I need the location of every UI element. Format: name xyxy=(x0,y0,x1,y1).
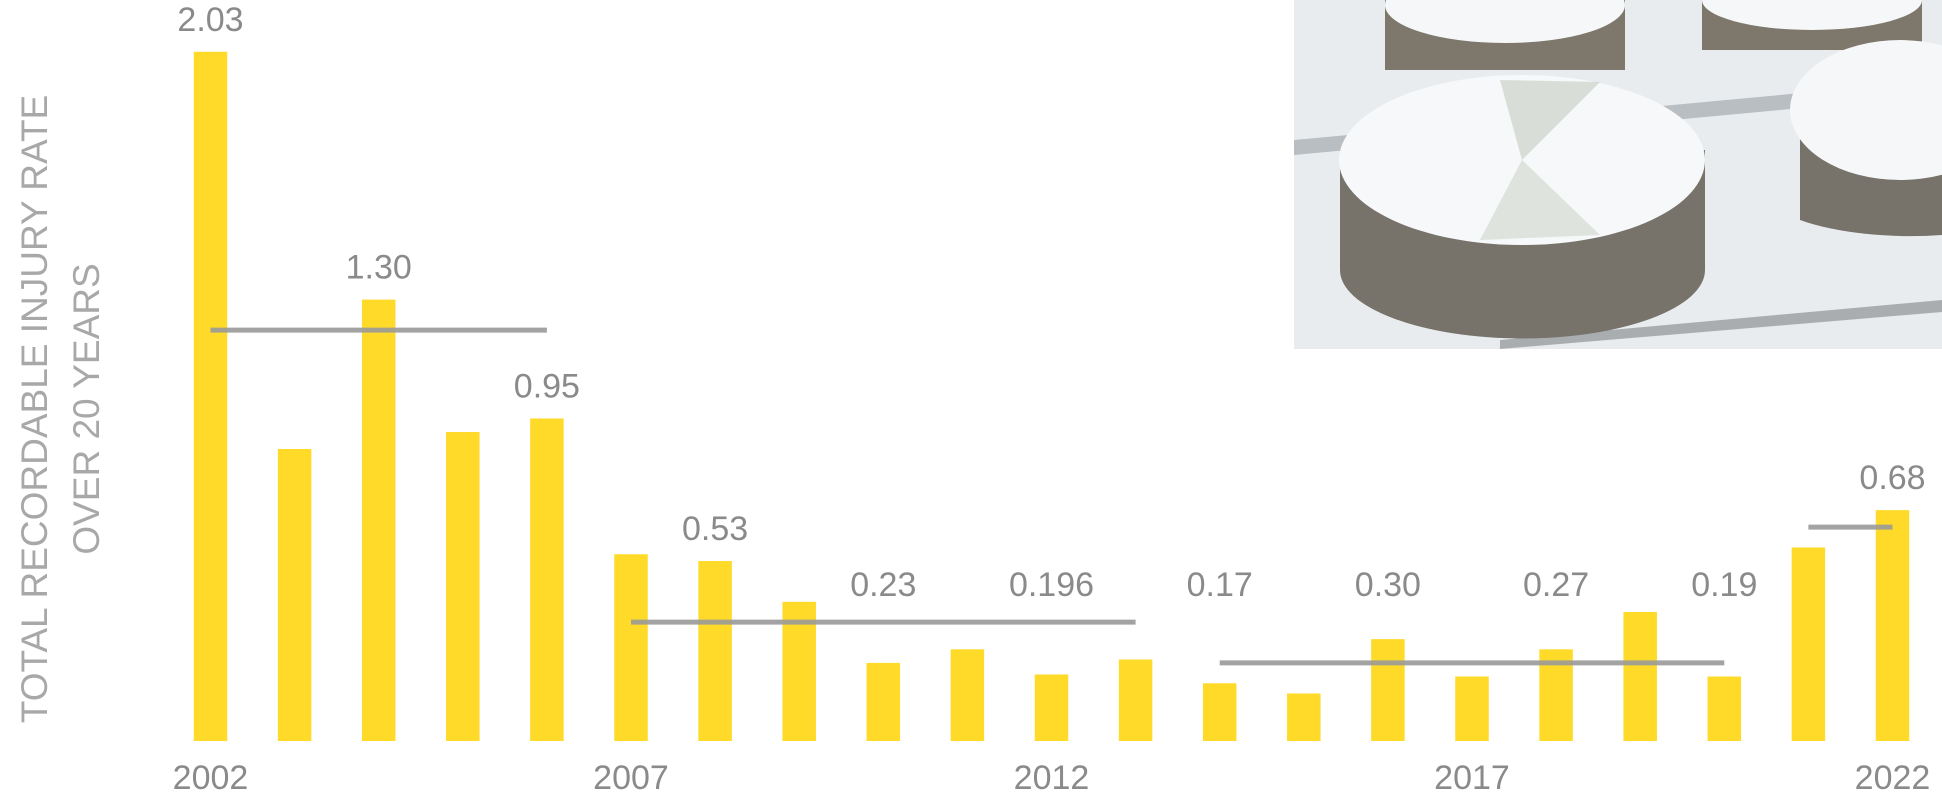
bar xyxy=(530,418,564,741)
value-label: 0.95 xyxy=(514,367,580,405)
bar xyxy=(614,554,648,741)
x-tick-label: 2022 xyxy=(1855,759,1931,797)
bar xyxy=(1455,676,1489,741)
bar xyxy=(1791,547,1826,741)
bar xyxy=(782,601,816,741)
bar xyxy=(1118,659,1153,741)
bar xyxy=(193,51,228,742)
photo xyxy=(1294,0,1942,349)
bar xyxy=(1287,693,1321,741)
value-label: 0.68 xyxy=(1859,459,1925,497)
bar xyxy=(277,449,312,741)
value-label: 0.23 xyxy=(850,566,916,604)
bar xyxy=(1371,639,1405,741)
y-axis-title: TOTAL RECORDABLE INJURY RATE OVER 20 YEAR… xyxy=(14,95,107,723)
value-label: 0.17 xyxy=(1187,566,1253,604)
bar xyxy=(698,561,732,741)
x-tick-label: 2017 xyxy=(1434,759,1510,797)
bar xyxy=(950,649,985,741)
value-label: 0.30 xyxy=(1355,566,1421,604)
value-label: 2.03 xyxy=(177,1,243,39)
value-label: 0.19 xyxy=(1691,566,1757,604)
bar xyxy=(1034,674,1069,741)
bar xyxy=(1875,510,1910,741)
bar xyxy=(1707,676,1742,741)
value-label: 1.30 xyxy=(346,249,412,287)
bar xyxy=(446,432,480,741)
x-tick-label: 2012 xyxy=(1014,759,1090,797)
x-tick-label: 2007 xyxy=(593,759,669,797)
bar xyxy=(866,662,901,741)
bar xyxy=(1202,683,1237,741)
bar xyxy=(361,299,396,741)
bar xyxy=(1623,611,1657,741)
value-label: 0.53 xyxy=(682,510,748,548)
value-label: 0.196 xyxy=(1009,566,1094,604)
value-label: 0.27 xyxy=(1523,566,1589,604)
y-axis-title-line: TOTAL RECORDABLE INJURY RATE xyxy=(14,95,55,723)
y-axis-title-line: OVER 20 YEARS xyxy=(66,263,107,554)
x-tick-label: 2002 xyxy=(173,759,249,797)
